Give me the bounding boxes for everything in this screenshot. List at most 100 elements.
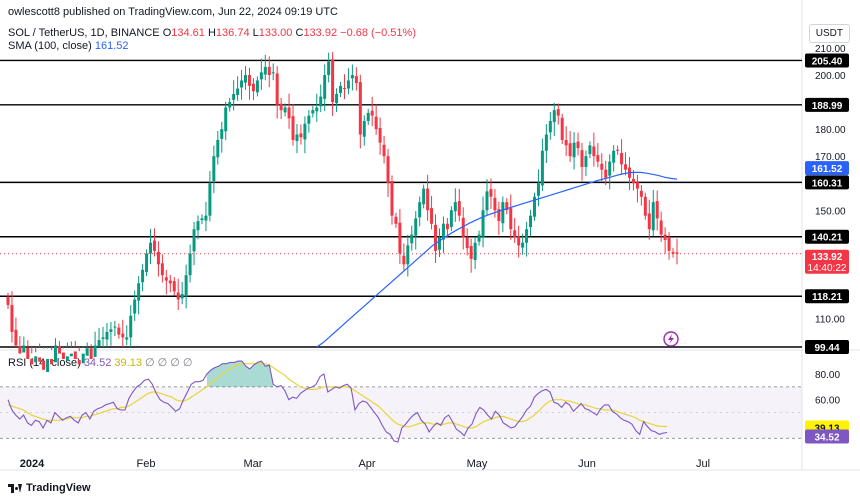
candle-body [303,123,307,140]
candle-body [10,304,14,332]
candle-body [564,139,568,146]
candle-body [38,357,42,362]
candle-body [509,208,513,230]
candle-body [137,283,141,301]
candle-body [600,163,604,170]
tv-logo-icon [8,483,22,493]
candle-body [612,150,616,163]
level-tag-box [805,289,849,304]
candle-body [671,251,675,254]
candle-body [382,144,386,157]
sma-legend: SMA (100, close) 161.52 [8,40,128,52]
candle-body [505,202,509,211]
time-tick-label: Mar [244,458,263,470]
symbol-title[interactable]: SOL / TetherUS, 1D, BINANCE [8,27,160,39]
candle-body [572,142,576,158]
level-tag-box [805,175,849,190]
candle-body [529,215,533,228]
candle-body [659,220,663,235]
candle-body [378,128,382,143]
candle-body [350,75,354,79]
sma-label[interactable]: SMA (100, close) [8,40,92,52]
candle-body [267,66,271,76]
candle-body [457,201,461,216]
candle-body [540,150,544,186]
rsi-ma-tag-text: 39.13 [814,424,839,435]
candle-body [592,146,596,157]
price-tick-label: 210.00 [815,44,846,55]
sma-value: 161.52 [94,40,129,52]
candle-body [358,82,362,135]
candle-body [616,149,620,151]
price-tick-label: 180.00 [815,125,846,136]
level-lines [0,59,802,348]
currency-button[interactable]: USDT [808,24,850,43]
candle-body [532,196,536,217]
candle-body [271,72,275,74]
time-tick-label: Jun [578,458,596,470]
level-tag-text: 205.40 [812,56,843,67]
candle-body [489,189,493,197]
candle-body [160,263,164,276]
sma-tag-text: 161.52 [812,164,843,175]
sma-tag-box [805,161,849,176]
candle-body [445,223,449,230]
candle-body [192,229,196,252]
candle-body [426,188,430,211]
time-tick-label: Feb [137,458,156,470]
candle-body [105,331,109,340]
price-tick-label: 200.00 [815,71,846,82]
candle-body [228,102,232,108]
candle-body [390,181,394,216]
candle-body [548,121,552,133]
candle-body [434,224,438,251]
candle-body [639,190,643,197]
level-tag-text: 140.21 [812,233,843,244]
candle-body [362,121,366,137]
candle-body [663,234,667,241]
price-legend: SOL / TetherUS, 1D, BINANCE O134.61 H136… [8,27,416,39]
candle-body [208,183,212,216]
candle-body [584,156,588,167]
candle-body [18,346,22,354]
candle-body [42,360,46,370]
candle-body [422,188,426,205]
candle-body [406,245,410,265]
candle-body [386,156,390,184]
candle-body [552,110,556,123]
level-tag-box [805,97,849,112]
rsi-tick-label: 80.00 [815,370,840,381]
candle-body [30,359,34,365]
candle-body [279,103,283,111]
rsi-extra-values: ∅ ∅ ∅ ∅ [145,357,193,369]
published-caption: owlescott8 published on TradingView.com,… [8,6,338,18]
pane-separators [0,0,860,471]
close-value: 133.92 [303,27,338,39]
candle-body [152,240,156,251]
level-tag-text: 99.44 [814,343,839,354]
candle-body [449,210,453,228]
candle-body [307,115,311,124]
candle-body [346,80,350,89]
candle-body [77,360,81,365]
candle-body [453,202,457,212]
candle-body [14,329,18,346]
candle-body [315,107,319,112]
change-value: −0.68 (−0.51%) [340,27,416,39]
candle-body [61,352,65,360]
candle-body [247,75,251,86]
rsi-ma-legend-value: 39.13 [114,357,142,369]
candle-body [200,218,204,221]
candle-body [145,253,149,272]
rsi-tick-label: 60.00 [815,396,840,407]
high-label: H [207,27,216,39]
candle-body [196,221,200,231]
tradingview-logo[interactable]: TradingView [8,482,91,494]
candle-body [374,116,378,130]
candle-body [323,75,327,99]
candle-body [620,152,624,165]
candle-body [26,347,30,360]
candle-body [469,245,473,259]
candle-body [287,107,291,119]
